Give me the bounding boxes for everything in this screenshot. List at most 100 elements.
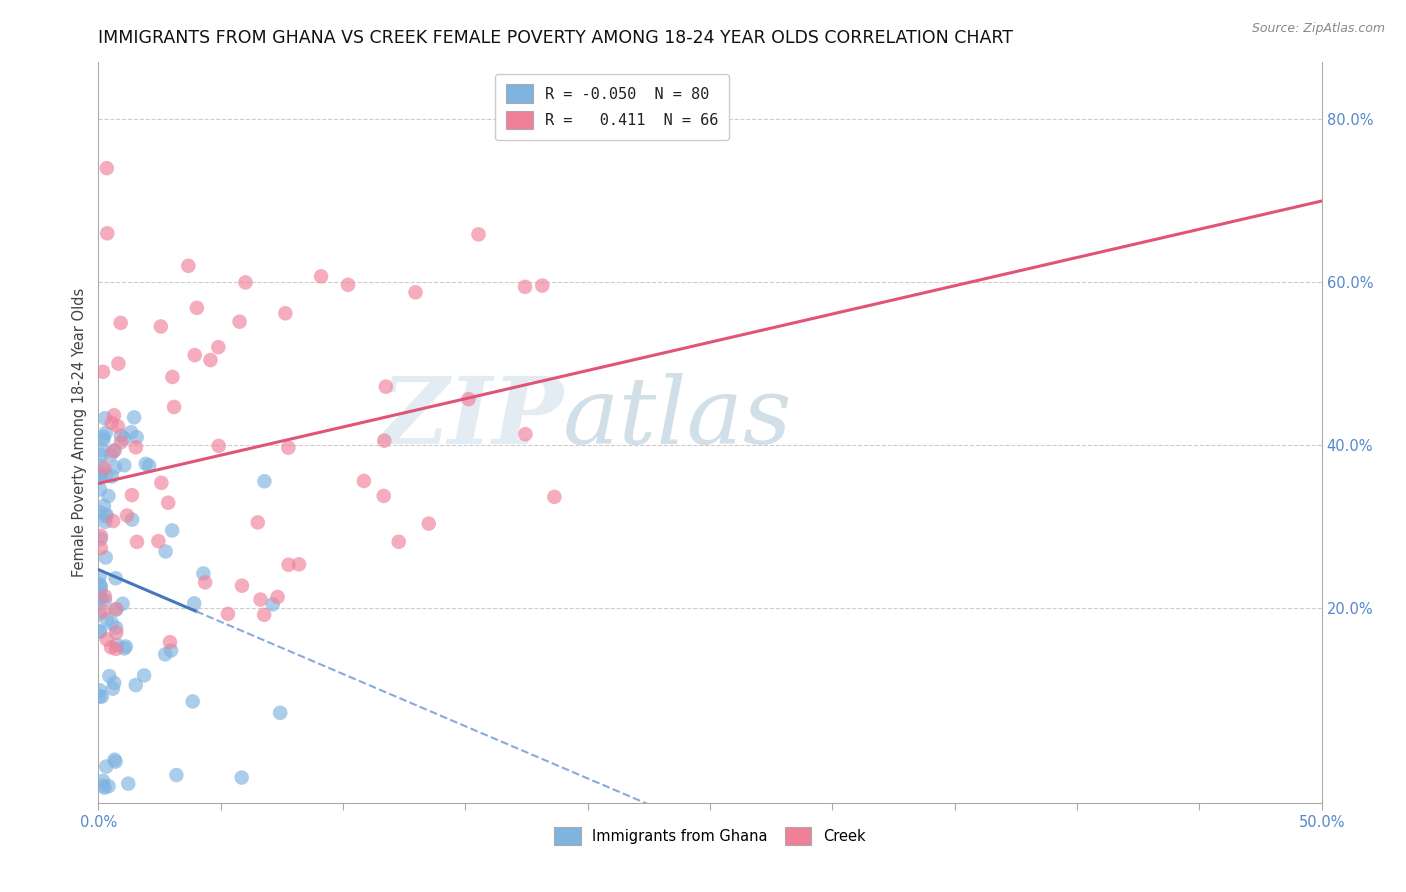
Point: [165, 768, 187, 782]
Point: [107, 357, 129, 371]
Point: [104, 641, 127, 656]
Point: [262, 598, 284, 612]
Point: [125, 678, 148, 692]
Point: [162, 370, 184, 384]
Point: [184, 348, 207, 362]
Point: [105, 603, 128, 617]
Point: [100, 640, 122, 655]
Point: [163, 400, 186, 414]
Point: [90, 582, 112, 597]
Point: [194, 575, 217, 590]
Point: [274, 306, 297, 320]
Legend: Immigrants from Ghana, Creek: Immigrants from Ghana, Creek: [548, 822, 872, 851]
Point: [177, 259, 200, 273]
Point: [208, 439, 231, 453]
Point: [160, 643, 183, 657]
Point: [89, 683, 111, 698]
Point: [160, 524, 183, 538]
Point: [101, 616, 124, 631]
Point: [153, 648, 176, 662]
Point: [207, 340, 229, 354]
Point: [112, 641, 135, 656]
Point: [125, 430, 148, 444]
Point: [105, 602, 128, 616]
Point: [513, 280, 536, 294]
Point: [100, 416, 122, 430]
Point: [288, 558, 311, 572]
Point: [125, 440, 148, 454]
Point: [253, 475, 276, 489]
Point: [96, 759, 118, 773]
Point: [89, 505, 111, 519]
Point: [246, 516, 269, 530]
Point: [105, 625, 128, 640]
Point: [91, 365, 114, 379]
Point: [96, 509, 118, 524]
Point: [117, 777, 139, 791]
Point: [105, 621, 128, 635]
Point: [134, 668, 156, 682]
Point: [138, 458, 160, 473]
Point: [253, 607, 276, 622]
Point: [96, 632, 118, 647]
Point: [101, 514, 124, 528]
Point: [90, 579, 112, 593]
Point: [515, 427, 537, 442]
Point: [90, 690, 112, 704]
Point: [96, 612, 118, 626]
Point: [94, 425, 117, 440]
Point: [89, 607, 111, 621]
Point: [101, 469, 124, 483]
Point: [277, 558, 299, 572]
Point: [110, 428, 132, 442]
Point: [90, 529, 112, 543]
Point: [94, 590, 117, 604]
Point: [89, 470, 111, 484]
Point: [186, 301, 208, 315]
Point: [93, 499, 115, 513]
Point: [157, 496, 180, 510]
Point: [94, 550, 117, 565]
Point: [373, 434, 395, 448]
Point: [235, 276, 257, 290]
Point: [90, 448, 112, 462]
Point: [467, 227, 489, 242]
Point: [531, 278, 554, 293]
Point: [543, 490, 565, 504]
Point: [193, 566, 215, 581]
Point: [231, 579, 253, 593]
Point: [104, 571, 127, 585]
Point: [121, 488, 143, 502]
Point: [91, 773, 114, 788]
Point: [97, 779, 120, 793]
Point: [93, 433, 115, 447]
Point: [418, 516, 440, 531]
Point: [93, 461, 115, 475]
Point: [96, 161, 118, 176]
Point: [94, 468, 117, 483]
Point: [337, 277, 360, 292]
Point: [90, 467, 112, 482]
Point: [90, 442, 112, 457]
Point: [159, 635, 181, 649]
Point: [93, 605, 115, 619]
Point: [266, 590, 288, 604]
Text: IMMIGRANTS FROM GHANA VS CREEK FEMALE POVERTY AMONG 18-24 YEAR OLDS CORRELATION : IMMIGRANTS FROM GHANA VS CREEK FEMALE PO…: [98, 29, 1014, 47]
Point: [97, 489, 120, 503]
Point: [353, 474, 375, 488]
Point: [89, 592, 111, 607]
Point: [125, 534, 148, 549]
Point: [149, 319, 172, 334]
Point: [103, 676, 125, 690]
Point: [200, 353, 222, 368]
Point: [181, 694, 204, 708]
Point: [231, 771, 253, 785]
Point: [105, 638, 128, 652]
Point: [103, 753, 125, 767]
Point: [89, 690, 111, 704]
Point: [104, 460, 127, 475]
Point: [120, 425, 142, 439]
Point: [249, 592, 271, 607]
Point: [111, 597, 134, 611]
Point: [90, 532, 112, 546]
